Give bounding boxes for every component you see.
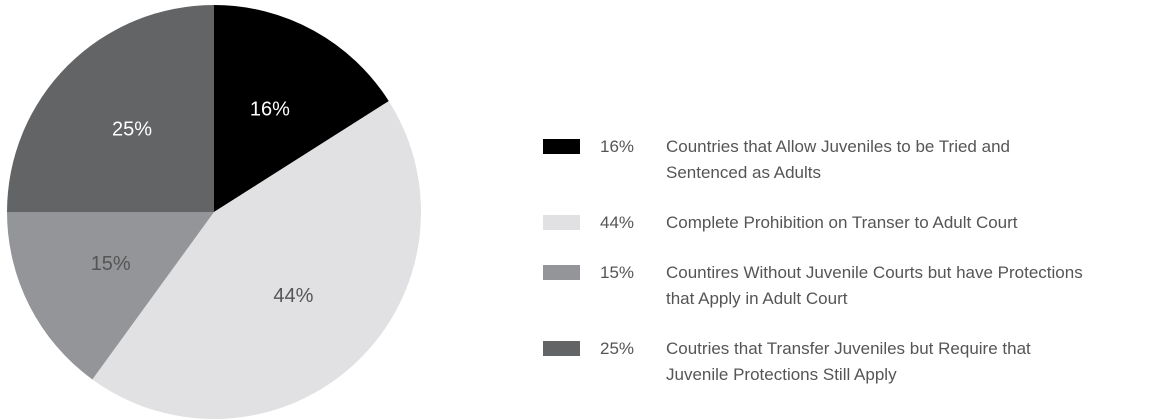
legend-label: Countires Without Juvenile Courts but ha… [666, 263, 1083, 308]
slice-label: 15% [91, 253, 131, 275]
legend-swatch [543, 265, 580, 280]
legend-swatch [543, 341, 580, 356]
pie-slice [7, 212, 214, 380]
legend-swatch [543, 139, 580, 154]
legend-value: 16% [600, 137, 635, 156]
slice-label: 44% [273, 285, 313, 307]
legend-value: 44% [600, 213, 635, 232]
legend-value: 15% [600, 263, 635, 282]
legend-label: Coutries that Transfer Juveniles but Req… [666, 339, 1031, 384]
legend-item: 25% Coutries that Transfer Juveniles but … [543, 336, 1133, 388]
legend: 16% Countries that Allow Juveniles to be … [543, 134, 1133, 388]
legend-item: 15% Countires Without Juvenile Courts but… [543, 260, 1133, 312]
legend-label: Countries that Allow Juveniles to be Tri… [666, 137, 1010, 182]
legend-label: Complete Prohibition on Transer to Adult… [666, 213, 1018, 232]
legend-value: 25% [600, 339, 635, 358]
pie-slice [7, 5, 214, 212]
legend-item: 16% Countries that Allow Juveniles to be … [543, 134, 1133, 186]
slice-label: 16% [250, 99, 290, 121]
slice-label: 25% [112, 118, 152, 140]
pie-slice [214, 5, 389, 212]
pie-slice [92, 101, 421, 419]
legend-item: 44% Complete Prohibition on Transer to Ad… [543, 210, 1133, 236]
legend-swatch [543, 215, 580, 230]
